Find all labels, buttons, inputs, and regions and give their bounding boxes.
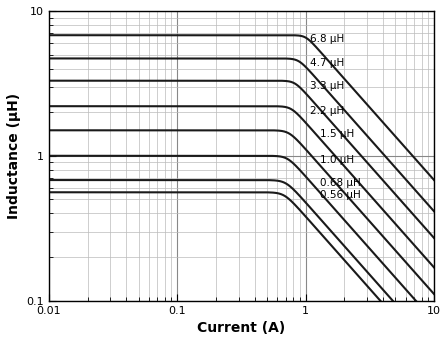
Y-axis label: Inductance (μH): Inductance (μH): [7, 93, 21, 219]
Text: 1.5 μH: 1.5 μH: [320, 129, 354, 139]
Text: 1.0 μH: 1.0 μH: [320, 155, 354, 165]
Text: 3.3 μH: 3.3 μH: [310, 81, 344, 91]
Text: 0.68 μH: 0.68 μH: [320, 178, 361, 188]
Text: 2.2 μH: 2.2 μH: [310, 106, 344, 116]
Text: 6.8 μH: 6.8 μH: [310, 34, 344, 44]
Text: 0.56 μH: 0.56 μH: [320, 190, 361, 200]
X-axis label: Current (A): Current (A): [198, 321, 286, 335]
Text: 4.7 μH: 4.7 μH: [310, 58, 344, 68]
